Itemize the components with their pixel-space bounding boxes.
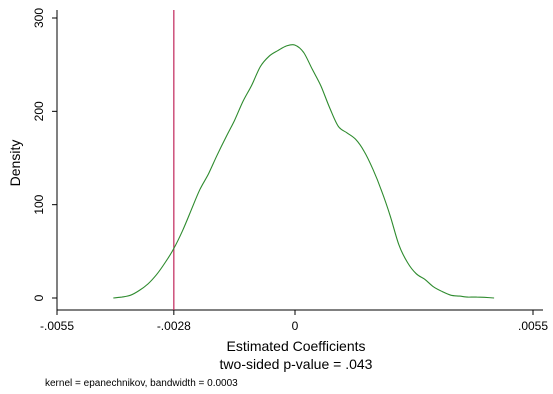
plot-frame	[56, 10, 543, 311]
kernel-note: kernel = epanechnikov, bandwidth = 0.000…	[45, 378, 238, 389]
x-tick-label: 0	[292, 319, 299, 333]
density-curve	[113, 44, 495, 299]
y-tick-label: 100	[32, 194, 46, 214]
p-value-subtitle: two-sided p-value = .043	[220, 356, 373, 372]
y-axis-title: Density	[7, 140, 23, 187]
x-axis-ticks: -.0055 -.0028 0 .0055	[40, 310, 548, 333]
y-tick-label: 300	[32, 8, 46, 28]
x-tick-label: .0055	[518, 319, 548, 333]
x-axis-title: Estimated Coefficients	[226, 338, 365, 354]
y-tick-label: 200	[32, 101, 46, 121]
y-axis-ticks: 0 100 200 300	[32, 8, 57, 301]
x-tick-label: -.0055	[40, 319, 74, 333]
y-tick-label: 0	[32, 294, 46, 301]
x-tick-label: -.0028	[157, 319, 191, 333]
